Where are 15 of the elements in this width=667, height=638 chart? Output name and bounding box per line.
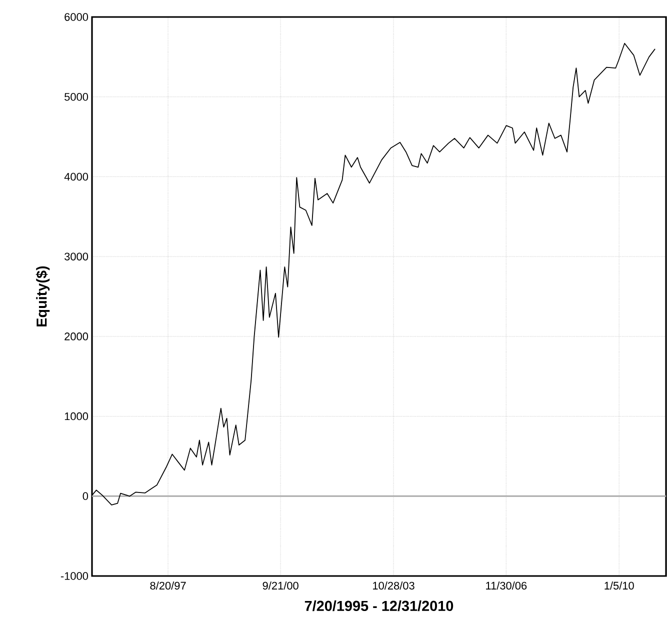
y-tick-label: 5000 <box>64 92 88 101</box>
y-tick-label: -1000 <box>60 572 88 580</box>
y-tick-label: 3000 <box>64 252 88 260</box>
y-tick-label: 4000 <box>64 172 88 181</box>
x-tick-label: 8/20/97 <box>150 582 186 590</box>
y-tick-label: 0 <box>82 492 88 500</box>
y-axis-title: Equity($) <box>36 266 50 326</box>
y-tick-label: 2000 <box>64 332 88 340</box>
y-tick-label: 1000 <box>64 412 88 420</box>
x-tick-label: 9/21/00 <box>262 582 298 590</box>
x-tick-label: 1/5/10 <box>604 582 634 590</box>
y-tick-label: 6000 <box>64 13 88 21</box>
x-axis-title: 7/20/1995 - 12/31/2010 <box>304 600 454 612</box>
x-tick-label: 11/30/06 <box>486 582 527 590</box>
x-tick-label: 10/28/03 <box>373 582 414 590</box>
